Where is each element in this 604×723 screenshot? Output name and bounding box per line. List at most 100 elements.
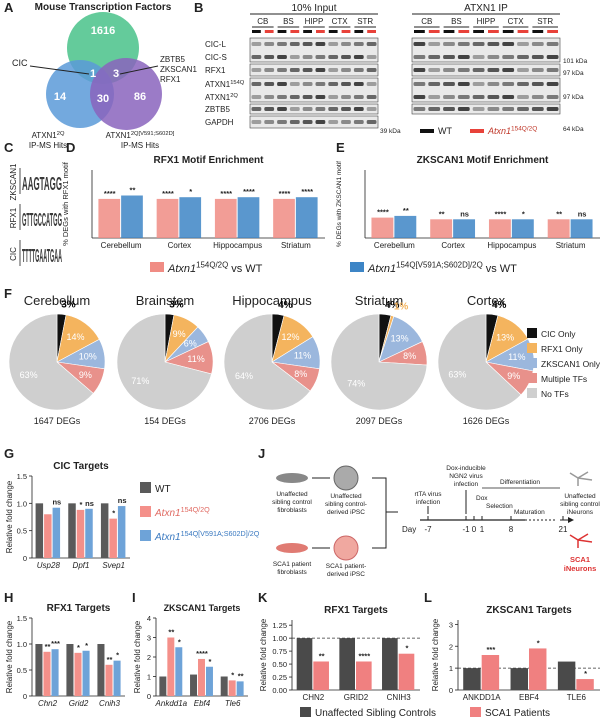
- y-tick-label: 1.0: [17, 499, 27, 508]
- label: Atxn1154Q[V591A;S602D]/2Q vs WT: [367, 261, 517, 275]
- significance: ns: [118, 496, 127, 505]
- neuron-icon: [569, 533, 593, 548]
- band: [472, 82, 485, 86]
- bar: [488, 219, 511, 238]
- motif-logo: AAGTAGG: [22, 174, 62, 194]
- band: [302, 107, 313, 111]
- band: [531, 107, 544, 111]
- label: 0: [472, 525, 477, 534]
- panel-label: C: [4, 140, 14, 155]
- x-tick-label: Hippocampus: [213, 241, 262, 250]
- lane-key: [414, 30, 425, 33]
- band: [546, 107, 559, 111]
- venn-callout: RFX1: [160, 75, 181, 84]
- lane-key: [328, 30, 338, 33]
- x-tick-label: EBF4: [519, 693, 540, 702]
- label: CB: [257, 17, 268, 26]
- band: [457, 68, 470, 72]
- pie-title: Cerebellum: [24, 293, 90, 308]
- x-tick-label: Dpf1: [73, 561, 90, 570]
- y-tick-label: 0.5: [17, 527, 27, 536]
- band: [531, 82, 544, 86]
- x-tick-label: Cerebellum: [101, 241, 142, 250]
- band: [353, 95, 364, 99]
- bar: [44, 514, 52, 558]
- y-axis-label: % DEGs with RFX1 motif: [61, 161, 70, 246]
- bar: [82, 650, 90, 696]
- bar: [98, 198, 121, 238]
- pie-value-label: 13%: [496, 332, 514, 342]
- significance: ****: [301, 187, 313, 196]
- band: [302, 42, 313, 46]
- label: sibling control: [560, 501, 600, 508]
- label: -1: [462, 525, 470, 534]
- label: infection: [454, 481, 479, 488]
- band: [277, 55, 287, 59]
- label: ZBTB5: [205, 105, 230, 114]
- pie-slice: [437, 313, 522, 411]
- label: CB: [421, 17, 432, 26]
- band: [443, 68, 455, 72]
- y-tick-label: 0.00: [272, 686, 287, 695]
- bar: [68, 503, 76, 558]
- band: [315, 120, 326, 124]
- label: CIC: [9, 247, 18, 261]
- label-part: CIC-S: [205, 53, 227, 62]
- bar: [205, 666, 213, 696]
- y-tick-label: 2: [449, 642, 453, 651]
- y-tick-label: 1.5: [17, 472, 27, 481]
- significance: ****: [495, 209, 507, 218]
- band: [366, 68, 377, 72]
- band: [487, 55, 500, 59]
- significance: *: [178, 637, 181, 646]
- bar: [117, 506, 126, 558]
- bar: [356, 661, 372, 690]
- label: 64 kDa: [563, 126, 584, 133]
- band: [302, 68, 313, 72]
- label: Maturation: [514, 509, 545, 516]
- bar: [228, 680, 236, 696]
- band: [413, 95, 426, 99]
- band: [366, 95, 377, 99]
- label: RFX1: [9, 207, 18, 228]
- y-tick-label: 0: [147, 692, 151, 701]
- label-part: 2Q[V591;S602D]: [131, 131, 175, 137]
- band: [341, 95, 351, 99]
- y-axis-label: Relative fold change: [431, 618, 440, 691]
- x-tick-label: Striatum: [556, 241, 586, 250]
- band: [487, 95, 500, 99]
- legend-swatch: [350, 262, 364, 272]
- pie-slice: [8, 313, 94, 411]
- bar: [121, 195, 143, 238]
- band: [315, 42, 326, 46]
- bar: [296, 638, 313, 690]
- band: [302, 95, 313, 99]
- legend-swatch: [140, 506, 151, 517]
- label: Unaffected: [330, 493, 362, 500]
- band: [531, 68, 544, 72]
- band: [289, 55, 300, 59]
- label: ATXN12Q: [205, 93, 238, 102]
- label: SCA1 patient: [273, 561, 311, 568]
- pie-value-label: 9%: [79, 370, 92, 380]
- venn-callout: CIC: [12, 58, 28, 68]
- significance: *: [584, 669, 587, 678]
- pie-value-label: 63%: [20, 370, 38, 380]
- pie-value-label: 9%: [173, 329, 186, 339]
- band: [251, 82, 262, 86]
- band: [341, 82, 351, 86]
- blot-panel: [249, 63, 379, 77]
- bar: [313, 661, 329, 690]
- significance: **: [556, 209, 562, 218]
- band: [251, 55, 262, 59]
- pie-value-label: 64%: [235, 371, 253, 381]
- significance: *: [209, 657, 212, 666]
- band: [366, 42, 377, 46]
- band: [546, 95, 559, 99]
- legend-swatch: [527, 358, 537, 368]
- panel-label: K: [258, 590, 268, 605]
- motif-logo: GTTGCCATGG: [22, 210, 62, 230]
- x-tick-label: Usp28: [37, 561, 61, 570]
- label: SCA1: [570, 555, 590, 564]
- legend-label: Multiple TFs: [541, 374, 587, 384]
